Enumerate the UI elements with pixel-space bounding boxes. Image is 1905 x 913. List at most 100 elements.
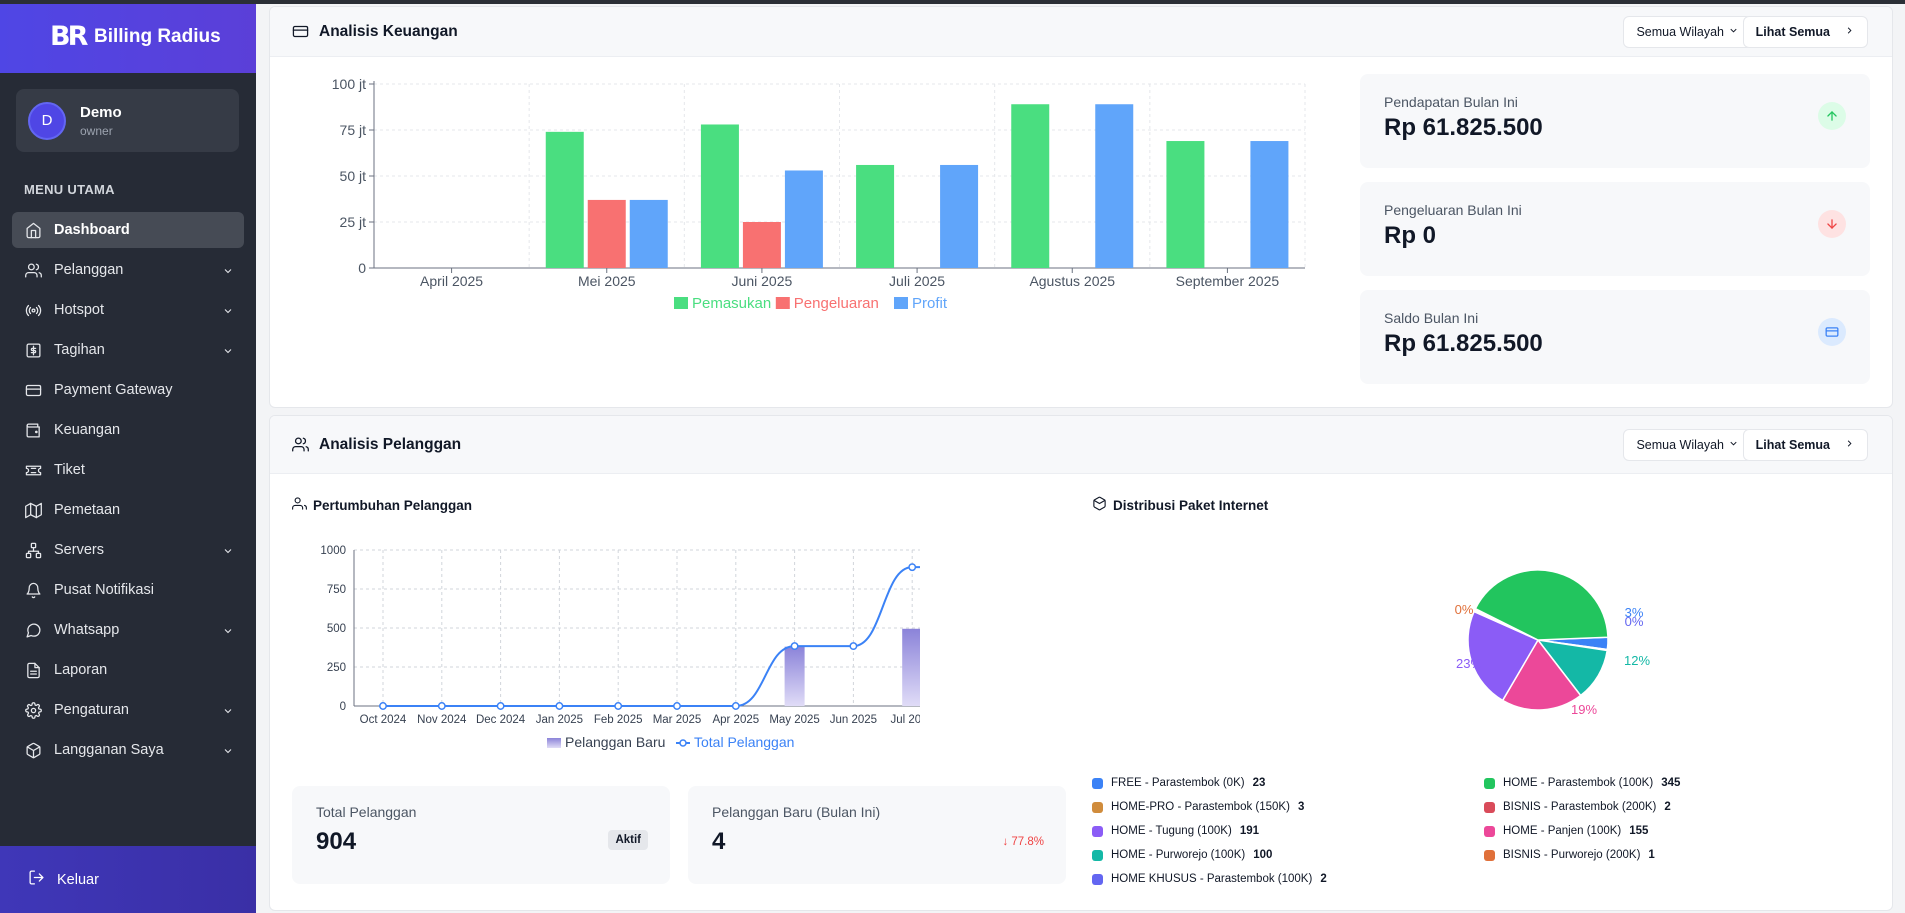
chevron-down-icon [222, 705, 234, 717]
legend-point [679, 739, 687, 747]
x-tick-label: Jan 2025 [536, 714, 583, 726]
legend-item[interactable]: FREE - Parastembok (0K) 23 [1092, 777, 1265, 789]
new-customers-value: 4 [712, 828, 726, 855]
credit-card-icon [24, 381, 42, 399]
legend-swatch [1092, 777, 1103, 789]
user-role: owner [80, 123, 113, 138]
legend-item[interactable]: HOME - Panjen (100K) 155 [1484, 825, 1648, 837]
total-customers-value: 904 [316, 828, 357, 855]
sidebar-item-label: Langganan Saya [54, 742, 164, 758]
bar-profit [1095, 104, 1134, 268]
line-point [614, 702, 623, 710]
legend-item[interactable]: HOME - Parastembok (100K) 345 [1484, 777, 1680, 789]
x-tick-label: Nov 2024 [417, 714, 467, 726]
legend-item[interactable]: BISNIS - Purworejo (200K) 1 [1484, 849, 1655, 861]
x-tick-label: Oct 2024 [360, 714, 407, 726]
stat-value: Rp 0 [1384, 222, 1437, 249]
line-point [496, 702, 505, 710]
x-tick-label: Jul 2025 [890, 714, 920, 726]
legend-label: HOME - Tugung (100K) [1111, 825, 1232, 837]
logout-icon [28, 869, 45, 890]
x-tick-label: Feb 2025 [594, 714, 643, 726]
chevron-down-icon [222, 625, 234, 637]
new-customers-label: Pelanggan Baru (Bulan Ini) [712, 804, 881, 820]
legend-label: HOME - Panjen (100K) [1503, 825, 1622, 837]
x-tick-label: Apr 2025 [712, 714, 759, 726]
legend-count: 2 [1664, 801, 1671, 813]
package-pie-chart: 3%0%12%19%23%0% [1455, 569, 1650, 717]
sidebar-item-label: Keuangan [54, 422, 121, 438]
line-point [379, 702, 387, 710]
finance-region-select[interactable]: Semua Wilayah [1623, 16, 1752, 48]
chevron-down-icon [1728, 25, 1739, 39]
x-tick-label: Juli 2025 [889, 273, 945, 289]
legend-item[interactable]: HOME KHUSUS - Parastembok (100K) 2 [1092, 873, 1327, 885]
legend-item[interactable]: HOME-PRO - Parastembok (150K) 3 [1092, 801, 1304, 813]
card-icon [1818, 318, 1846, 346]
legend-item[interactable]: HOME - Tugung (100K) 191 [1092, 825, 1259, 837]
region-select-label: Semua Wilayah [1636, 438, 1724, 452]
wallet-icon [292, 23, 309, 40]
sidebar-item-pengaturan[interactable]: Pengaturan [12, 692, 244, 728]
wifi-signal-icon [24, 301, 42, 319]
logout-button[interactable]: Keluar [0, 846, 256, 913]
sidebar-item-tagihan[interactable]: Tagihan [12, 332, 244, 368]
package-icon [24, 741, 42, 759]
sidebar-item-servers[interactable]: Servers [12, 532, 244, 568]
line-point [731, 702, 740, 710]
x-tick-label: Mar 2025 [653, 714, 702, 726]
dollar-icon [24, 341, 42, 359]
legend-swatch [1484, 825, 1495, 837]
stat-box-saldo-bulan-ini: Saldo Bulan Ini Rp 61.825.500 [1360, 290, 1870, 384]
bell-icon [24, 581, 42, 599]
growth-chart: 0 250 500 750 1000 Oct 2024 Nov 2024 Dec 2024 Ja… [320, 545, 920, 750]
growth-section-title: Pertumbuhan Pelanggan [292, 496, 472, 514]
sidebar-item-dashboard[interactable]: Dashboard [12, 212, 244, 248]
customer-see-all-button[interactable]: Lihat Semua [1742, 429, 1868, 461]
sidebar-item-payment-gateway[interactable]: Payment Gateway [12, 372, 244, 408]
sidebar-item-pelanggan[interactable]: Pelanggan [12, 252, 244, 288]
avatar: D [28, 101, 66, 140]
bar-pelanggan-baru [784, 646, 805, 706]
sidebar-item-pemetaan[interactable]: Pemetaan [12, 492, 244, 528]
sidebar-item-label: Tiket [54, 462, 85, 478]
stat-value: Rp 61.825.500 [1384, 330, 1543, 357]
y-tick-label: 1000 [320, 545, 346, 557]
legend-count: 23 [1252, 777, 1266, 789]
sidebar: BR Billing Radius D Demo owner MENU UTAM… [0, 0, 256, 913]
sidebar-item-pusat-notifikasi[interactable]: Pusat Notifikasi [12, 572, 244, 608]
finance-see-all-button[interactable]: Lihat Semua [1742, 16, 1868, 48]
sidebar-item-tiket[interactable]: Tiket [12, 452, 244, 488]
line-point [790, 642, 799, 651]
wallet-icon [24, 421, 42, 439]
pie-percent-label: 0% [1455, 602, 1474, 617]
growth-grid: 0 250 500 750 1000 [320, 545, 920, 713]
sidebar-item-label: Servers [54, 542, 104, 558]
x-tick-label: Juni 2025 [732, 273, 793, 289]
legend-swatch [674, 297, 688, 309]
total-customers-label: Total Pelanggan [316, 804, 417, 820]
chevron-right-icon [1844, 25, 1855, 39]
bar-profit [784, 170, 823, 268]
customer-card-header: Analisis Pelanggan Semua Wilayah Lihat S… [270, 416, 1892, 474]
sidebar-item-hotspot[interactable]: Hotspot [12, 292, 244, 328]
line-point [849, 642, 858, 651]
finance-bar-chart: 0 25 jt 50 jt 75 jt 100 jt April 2025 Mei 2025… [332, 76, 1306, 312]
sidebar-item-whatsapp[interactable]: Whatsapp [12, 612, 244, 648]
sidebar-item-langganan-saya[interactable]: Langganan Saya [12, 732, 244, 768]
users-icon [24, 261, 42, 279]
y-tick-label: 750 [327, 584, 346, 596]
pie-percent-label: 23% [1456, 656, 1482, 671]
y-tick-label: 0 [358, 260, 366, 276]
brand[interactable]: BR Billing Radius [0, 0, 256, 73]
customer-region-select[interactable]: Semua Wilayah [1623, 429, 1752, 461]
sidebar-item-keuangan[interactable]: Keuangan [12, 412, 244, 448]
user-card[interactable]: D Demo owner [16, 89, 239, 152]
legend-swatch [1484, 801, 1495, 813]
legend-item[interactable]: BISNIS - Parastembok (200K) 2 [1484, 801, 1671, 813]
legend-item[interactable]: HOME - Purworejo (100K) 100 [1092, 849, 1272, 861]
y-tick-label: 75 jt [340, 122, 367, 138]
legend-count: 1 [1648, 849, 1655, 861]
finance-card-header: Analisis Keuangan Semua Wilayah Lihat Se… [270, 7, 1892, 57]
sidebar-item-laporan[interactable]: Laporan [12, 652, 244, 688]
